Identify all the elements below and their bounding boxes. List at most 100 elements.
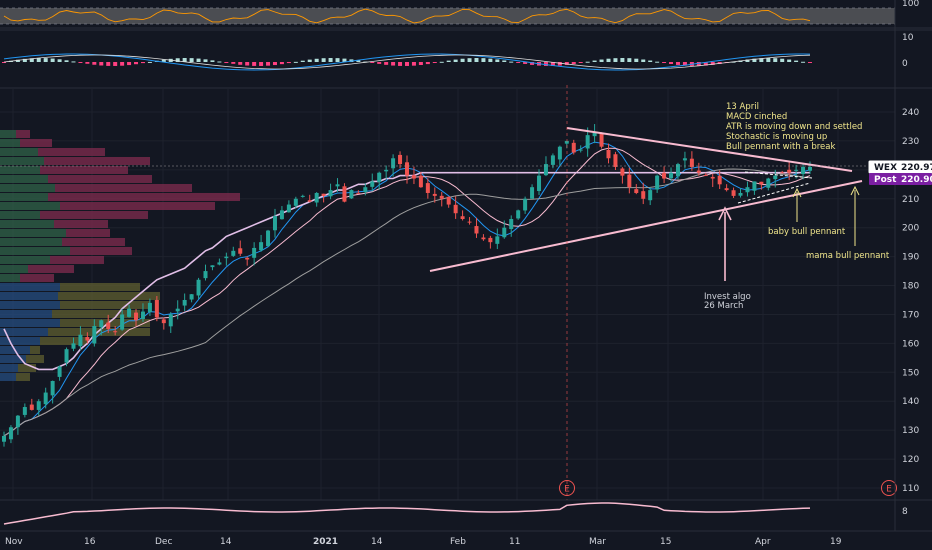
candle-body bbox=[446, 196, 451, 205]
macd-bar bbox=[794, 60, 799, 62]
macd-bar bbox=[335, 58, 340, 62]
candle-body bbox=[773, 175, 778, 180]
vol-profile-bar-down bbox=[20, 139, 52, 147]
candle-body bbox=[523, 198, 528, 211]
candle-body bbox=[64, 349, 69, 363]
macd-bar bbox=[550, 62, 555, 66]
macd-bar bbox=[696, 62, 701, 66]
macd-bar bbox=[307, 59, 312, 62]
candle-body bbox=[231, 250, 236, 256]
candle-body bbox=[363, 187, 368, 193]
macd-bar bbox=[606, 58, 611, 62]
price-tick-210: 210 bbox=[902, 195, 919, 205]
candle-body bbox=[613, 154, 618, 167]
candle-body bbox=[606, 149, 611, 159]
macd-bar bbox=[557, 62, 562, 66]
atr-tick-8: 8 bbox=[902, 507, 908, 517]
macd-bar bbox=[106, 62, 111, 66]
candle-body bbox=[696, 170, 701, 173]
macd-bar bbox=[210, 60, 215, 62]
macd-bar bbox=[585, 61, 590, 63]
candle-body bbox=[418, 175, 423, 188]
candle-body bbox=[154, 299, 159, 318]
candle-body bbox=[585, 135, 590, 149]
vol-profile-bar-up bbox=[0, 202, 60, 210]
macd-bar bbox=[516, 62, 521, 63]
vol-profile-bar-down bbox=[40, 211, 148, 219]
annotations: 13 April MACD cinched ATR is moving down… bbox=[704, 102, 890, 311]
macd-bar bbox=[99, 62, 104, 66]
candle-body bbox=[564, 140, 569, 144]
price-tick-230: 230 bbox=[902, 137, 919, 147]
time-axis[interactable]: Nov 16 Dec 14 2021 14 Feb 11 Mar 15 Apr 19 bbox=[5, 537, 842, 547]
candle-body bbox=[662, 172, 667, 179]
macd-bar bbox=[613, 58, 618, 62]
symbol-price: 220.97 bbox=[901, 163, 932, 173]
macd-bar bbox=[314, 58, 319, 62]
candle-body bbox=[196, 279, 201, 296]
price-axis[interactable]: 100 0 10 8 110 120 130 140 150 160 170 180 190 20… bbox=[894, 0, 919, 531]
candle-body bbox=[724, 188, 729, 191]
vol-profile-bar-up bbox=[0, 229, 66, 237]
candle-body bbox=[502, 227, 507, 238]
vol-profile-bar-up bbox=[0, 292, 58, 300]
vol-profile-bar-up bbox=[0, 265, 28, 273]
vol-profile-bar-up bbox=[0, 139, 20, 147]
price-tick-110: 110 bbox=[902, 484, 919, 494]
vol-profile-bar-down bbox=[48, 328, 150, 336]
event-markers[interactable]: E E bbox=[559, 480, 897, 496]
candle-body bbox=[808, 166, 812, 171]
baby-label: baby bull pennant bbox=[768, 227, 846, 237]
note-2: MACD cinched bbox=[726, 112, 787, 122]
candle-body bbox=[182, 300, 187, 306]
vol-profile-bar-down bbox=[16, 373, 30, 381]
vol-profile-bar-down bbox=[48, 193, 240, 201]
rsi-tick-0: 0 bbox=[902, 59, 908, 69]
earnings-marker-2-label: E bbox=[886, 485, 892, 495]
macd-bar bbox=[446, 60, 451, 62]
time-tick-8: Mar bbox=[589, 537, 606, 547]
macd-bar bbox=[432, 62, 437, 63]
vol-profile-bar-down bbox=[18, 364, 36, 372]
candle-body bbox=[620, 168, 625, 176]
macd-bar bbox=[120, 62, 125, 66]
macd-bar bbox=[259, 62, 264, 66]
macd-bar bbox=[627, 58, 632, 62]
candle-body bbox=[286, 204, 291, 213]
candle-body bbox=[391, 158, 396, 169]
candle-body bbox=[259, 242, 264, 251]
candle-body bbox=[689, 158, 694, 167]
candle-body bbox=[168, 314, 173, 327]
note-3: ATR is moving down and settled bbox=[726, 122, 862, 132]
macd-bar bbox=[50, 58, 55, 62]
time-tick-11: 19 bbox=[830, 537, 842, 547]
macd-bar bbox=[175, 58, 180, 62]
rsi-pane bbox=[0, 7, 932, 29]
vol-profile-bar-down bbox=[58, 292, 160, 300]
vol-profile-bar-up bbox=[0, 337, 40, 345]
vol-profile-bar-up bbox=[0, 175, 48, 183]
macd-bar bbox=[64, 60, 69, 62]
candle-body bbox=[189, 294, 194, 300]
macd-bar bbox=[710, 62, 715, 65]
candle-body bbox=[384, 169, 389, 172]
candle-body bbox=[578, 149, 583, 151]
candlesticks bbox=[2, 124, 812, 447]
macd-bar bbox=[495, 59, 500, 62]
time-tick-9: 15 bbox=[660, 537, 671, 547]
macd-bar bbox=[391, 62, 396, 66]
baby-upper bbox=[744, 171, 813, 179]
macd-bar bbox=[752, 58, 757, 62]
time-tick-10: Apr bbox=[755, 537, 771, 547]
candle-body bbox=[731, 190, 736, 196]
baby-lower bbox=[737, 182, 811, 204]
candle-body bbox=[210, 265, 215, 268]
candle-body bbox=[474, 226, 479, 234]
vol-profile-bar-down bbox=[55, 184, 192, 192]
vol-profile-bar-up bbox=[0, 364, 18, 372]
macd-bar bbox=[238, 62, 243, 65]
macd-bar bbox=[578, 62, 583, 63]
symbol-label: WEX bbox=[874, 163, 897, 173]
candle-body bbox=[266, 230, 271, 247]
